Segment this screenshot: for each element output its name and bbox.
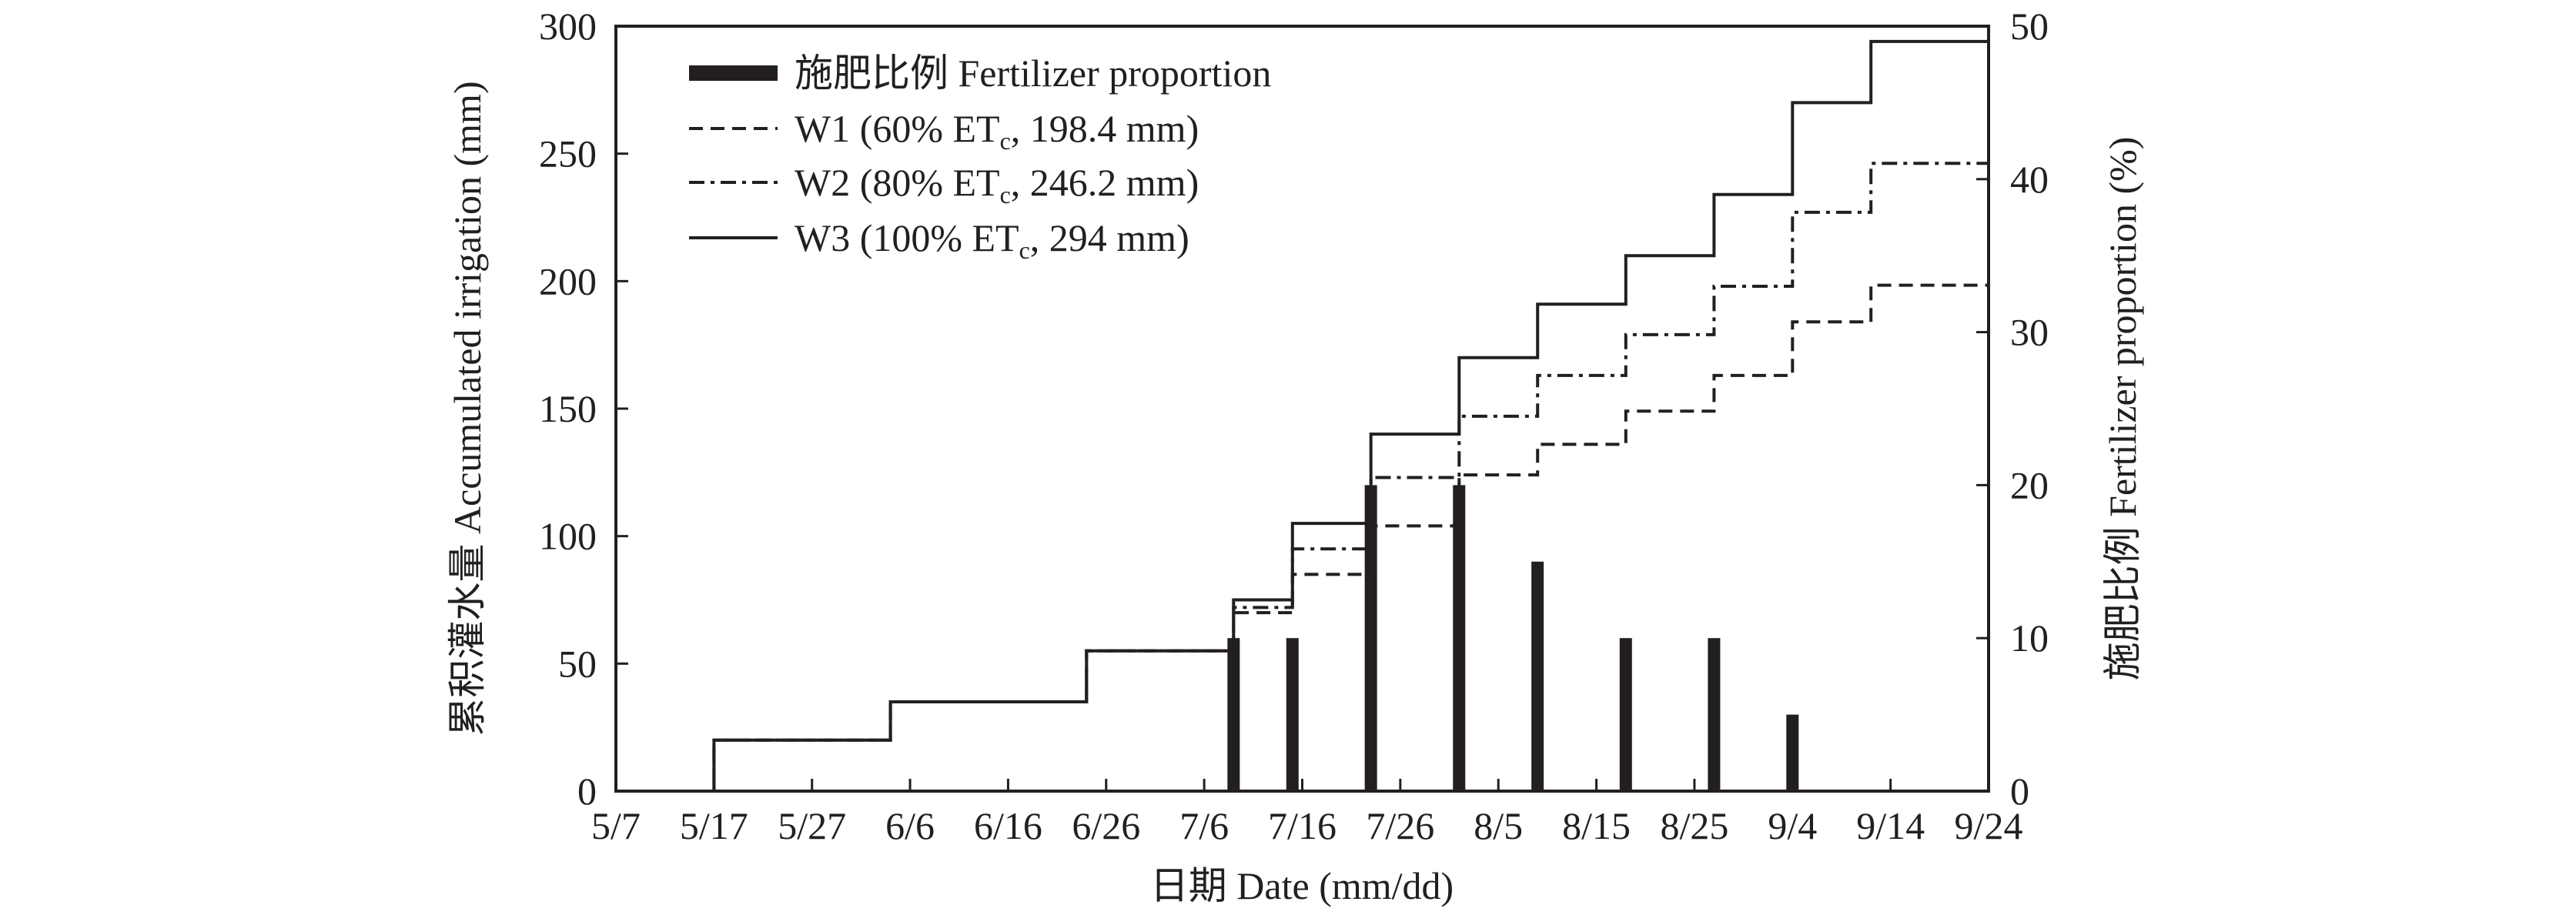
left-y-tick-label: 150 — [539, 387, 597, 430]
x-axis-ticks: 5/7 5/17 5/27 6/6 6/16 6/26 7/6 7/16 7/26 8/5 8/15… — [591, 779, 2022, 847]
legend-label-w1: W1 (60% ETc, 198.4 mm) — [795, 107, 1199, 155]
x-tick-label: 7/6 — [1179, 804, 1229, 847]
right-y-tick-label: 40 — [2010, 158, 2049, 201]
legend-subscript: c — [1000, 127, 1011, 155]
right-y-tick-label: 0 — [2010, 770, 2029, 813]
left-y-axis-title: 累积灌水量 Accumulated irrigation (mm) — [446, 81, 489, 736]
x-tick-label: 9/14 — [1856, 804, 1925, 847]
legend-text-part: , 294 mm) — [1030, 216, 1189, 259]
fertilizer-bar — [1286, 638, 1299, 791]
legend-text-part: , 246.2 mm) — [1011, 161, 1199, 204]
series-line-w2 — [616, 162, 1989, 793]
right-y-tick-label: 50 — [2010, 5, 2049, 48]
x-axis-title: 日期 Date (mm/dd) — [1150, 864, 1454, 907]
x-tick-label: 7/26 — [1366, 804, 1434, 847]
legend-text-part: W3 (100% ET — [795, 216, 1019, 259]
fertilizer-bars — [1227, 485, 1799, 791]
fertilizer-bar — [1227, 638, 1240, 791]
x-tick-label: 8/25 — [1660, 804, 1728, 847]
x-tick-label: 9/4 — [1768, 804, 1817, 847]
right-y-axis-ticks: 0 10 20 30 40 50 — [1976, 5, 2049, 813]
right-y-tick-label: 20 — [2010, 463, 2049, 506]
x-tick-label: 6/16 — [974, 804, 1042, 847]
fertilizer-bar — [1364, 485, 1377, 791]
right-y-tick-label: 10 — [2010, 616, 2049, 660]
legend-text-part: W1 (60% ET — [795, 107, 1000, 150]
x-tick-label: 5/17 — [680, 804, 748, 847]
x-tick-label: 8/15 — [1562, 804, 1631, 847]
left-y-tick-label: 100 — [539, 515, 597, 558]
series-line-w3 — [616, 39, 1989, 793]
left-y-tick-label: 250 — [539, 132, 597, 175]
right-y-axis-title: 施肥比例 Fertilizer proportion (%) — [2101, 137, 2144, 681]
right-y-tick-label: 30 — [2010, 311, 2049, 354]
left-y-tick-label: 200 — [539, 259, 597, 302]
fertilizer-bar — [1531, 561, 1544, 791]
fertilizer-bar — [1453, 485, 1466, 791]
x-tick-label: 5/7 — [591, 804, 641, 847]
x-tick-label: 5/27 — [778, 804, 846, 847]
irrigation-lines — [616, 39, 1989, 793]
series-line-w1 — [616, 283, 1989, 793]
legend-label-w3: W3 (100% ETc, 294 mm) — [795, 216, 1189, 264]
legend-swatch-fertilizer — [689, 65, 778, 81]
left-y-tick-label: 50 — [558, 642, 597, 685]
legend-label-fertilizer: 施肥比例 Fertilizer proportion — [795, 52, 1271, 95]
x-tick-label: 9/24 — [1955, 804, 2023, 847]
legend-text-part: W2 (80% ET — [795, 161, 1000, 204]
fertilizer-bar — [1619, 638, 1632, 791]
fertilizer-bar — [1786, 714, 1799, 791]
legend-subscript: c — [1000, 181, 1011, 209]
x-tick-label: 7/16 — [1268, 804, 1337, 847]
x-tick-label: 8/5 — [1474, 804, 1523, 847]
x-tick-label: 6/26 — [1072, 804, 1140, 847]
legend-label-w2: W2 (80% ETc, 246.2 mm) — [795, 161, 1199, 209]
fertilizer-bar — [1708, 638, 1721, 791]
legend-text-part: , 198.4 mm) — [1011, 107, 1199, 150]
x-tick-label: 6/6 — [885, 804, 935, 847]
left-y-tick-label: 0 — [577, 770, 597, 813]
legend-subscript: c — [1019, 236, 1030, 264]
left-y-tick-label: 300 — [539, 5, 597, 48]
left-y-axis-ticks: 0 50 100 150 200 250 300 — [539, 5, 628, 813]
